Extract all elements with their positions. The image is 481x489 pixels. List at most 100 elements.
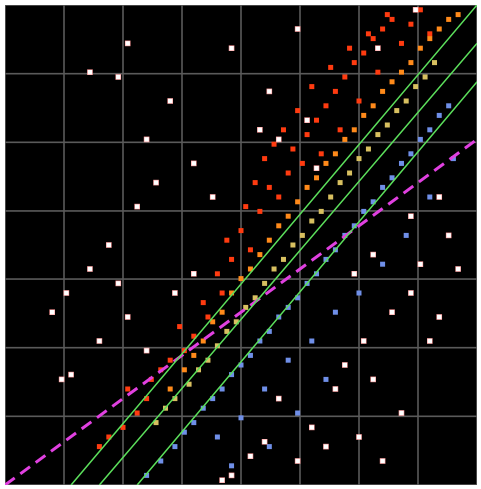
data-point-s2-22 [365, 146, 371, 152]
data-point-s4-23 [191, 270, 197, 277]
data-point-s2-5 [205, 357, 211, 363]
data-point-s3-42 [450, 156, 456, 162]
data-point-s4-39 [398, 410, 405, 416]
data-point-s4-27 [304, 117, 310, 123]
data-point-s2-26 [403, 98, 409, 104]
data-point-s0-27 [417, 7, 423, 13]
green-reference-line-3 [136, 81, 477, 485]
data-point-s4-21 [143, 347, 150, 354]
data-point-s4-47 [261, 438, 268, 445]
data-point-s0-16 [337, 127, 343, 133]
data-point-s4-11 [191, 160, 197, 167]
data-point-s0-39 [295, 108, 301, 114]
data-point-s4-52 [408, 213, 414, 219]
data-point-s2-28 [422, 74, 428, 80]
data-point-s0-35 [252, 180, 258, 186]
data-point-s4-12 [209, 194, 216, 200]
data-point-s1-30 [455, 12, 461, 18]
data-point-s0-9 [290, 146, 296, 152]
data-point-s0-34 [243, 204, 249, 210]
data-point-s3-33 [238, 415, 244, 421]
data-point-s3-7 [219, 386, 225, 392]
data-point-s4-6 [294, 26, 301, 32]
data-point-s3-9 [238, 362, 244, 368]
data-point-s3-44 [266, 444, 272, 450]
data-point-s0-30 [191, 333, 197, 339]
data-point-s0-26 [408, 21, 414, 27]
data-point-s2-25 [394, 108, 400, 114]
data-point-s3-5 [200, 405, 206, 411]
data-point-s0-44 [384, 12, 390, 18]
data-point-s1-7 [238, 276, 244, 282]
data-point-s4-19 [68, 371, 74, 378]
data-point-s3-0 [144, 472, 150, 478]
data-point-s4-45 [228, 472, 235, 479]
data-point-s3-31 [446, 103, 452, 109]
data-point-s1-25 [408, 60, 414, 66]
data-point-s0-32 [214, 271, 220, 277]
data-point-s3-28 [417, 136, 423, 142]
data-point-s1-2 [191, 352, 197, 358]
green-reference-line-1 [70, 5, 477, 485]
data-point-s0-13 [318, 151, 324, 157]
data-point-s2-7 [224, 328, 230, 334]
data-point-s3-32 [214, 434, 220, 440]
data-point-s0-52 [96, 444, 102, 450]
data-point-s4-36 [417, 261, 424, 268]
data-point-s0-49 [134, 410, 140, 416]
data-point-s3-2 [172, 444, 178, 450]
data-point-s1-19 [351, 127, 357, 133]
data-point-s3-24 [380, 184, 386, 190]
data-point-s3-17 [314, 271, 320, 277]
data-point-s2-6 [214, 343, 220, 349]
data-point-s1-12 [285, 213, 291, 219]
data-point-s0-18 [351, 60, 357, 66]
data-point-s2-11 [262, 280, 268, 286]
data-point-s4-17 [49, 309, 56, 316]
data-point-s3-38 [356, 290, 362, 296]
data-point-s4-35 [408, 290, 414, 296]
data-point-s3-22 [361, 208, 367, 214]
data-point-s4-7 [375, 45, 381, 52]
data-point-s3-18 [323, 256, 329, 262]
data-point-s1-27 [427, 36, 433, 42]
data-point-s0-36 [262, 156, 268, 162]
data-point-s4-33 [370, 376, 376, 383]
data-point-s3-26 [398, 160, 404, 166]
data-point-s1-6 [229, 290, 235, 296]
data-point-s2-15 [299, 232, 305, 238]
data-point-s3-30 [436, 112, 442, 118]
data-point-s4-32 [360, 338, 367, 344]
data-point-s4-34 [389, 309, 395, 316]
data-point-s3-46 [323, 376, 329, 382]
data-point-s0-40 [309, 84, 315, 90]
data-point-s1-8 [247, 266, 253, 272]
data-point-s4-53 [436, 194, 443, 200]
data-point-s4-25 [96, 338, 103, 344]
data-point-s1-28 [436, 26, 442, 32]
data-point-s4-28 [313, 165, 320, 171]
data-point-s3-8 [229, 372, 235, 378]
green-reference-line-2 [98, 42, 477, 485]
data-point-s0-6 [266, 184, 272, 190]
data-point-s1-17 [332, 151, 338, 157]
data-point-s3-4 [191, 420, 197, 426]
data-point-s0-43 [365, 31, 371, 37]
data-point-s3-40 [403, 232, 409, 238]
data-point-s0-19 [356, 98, 362, 104]
data-point-s0-15 [332, 88, 338, 94]
data-point-s4-0 [124, 40, 131, 47]
data-point-s0-8 [285, 170, 291, 176]
data-point-s3-34 [262, 386, 268, 392]
data-point-s0-51 [106, 434, 112, 440]
data-point-s1-0 [167, 386, 173, 392]
data-point-s4-14 [106, 242, 112, 248]
data-point-s3-41 [427, 194, 433, 200]
data-point-s4-20 [58, 376, 65, 383]
data-point-s4-44 [379, 458, 386, 464]
data-point-s1-22 [380, 88, 386, 94]
data-point-s2-9 [243, 304, 249, 310]
data-point-s4-13 [134, 203, 140, 210]
data-point-s1-21 [370, 103, 376, 109]
